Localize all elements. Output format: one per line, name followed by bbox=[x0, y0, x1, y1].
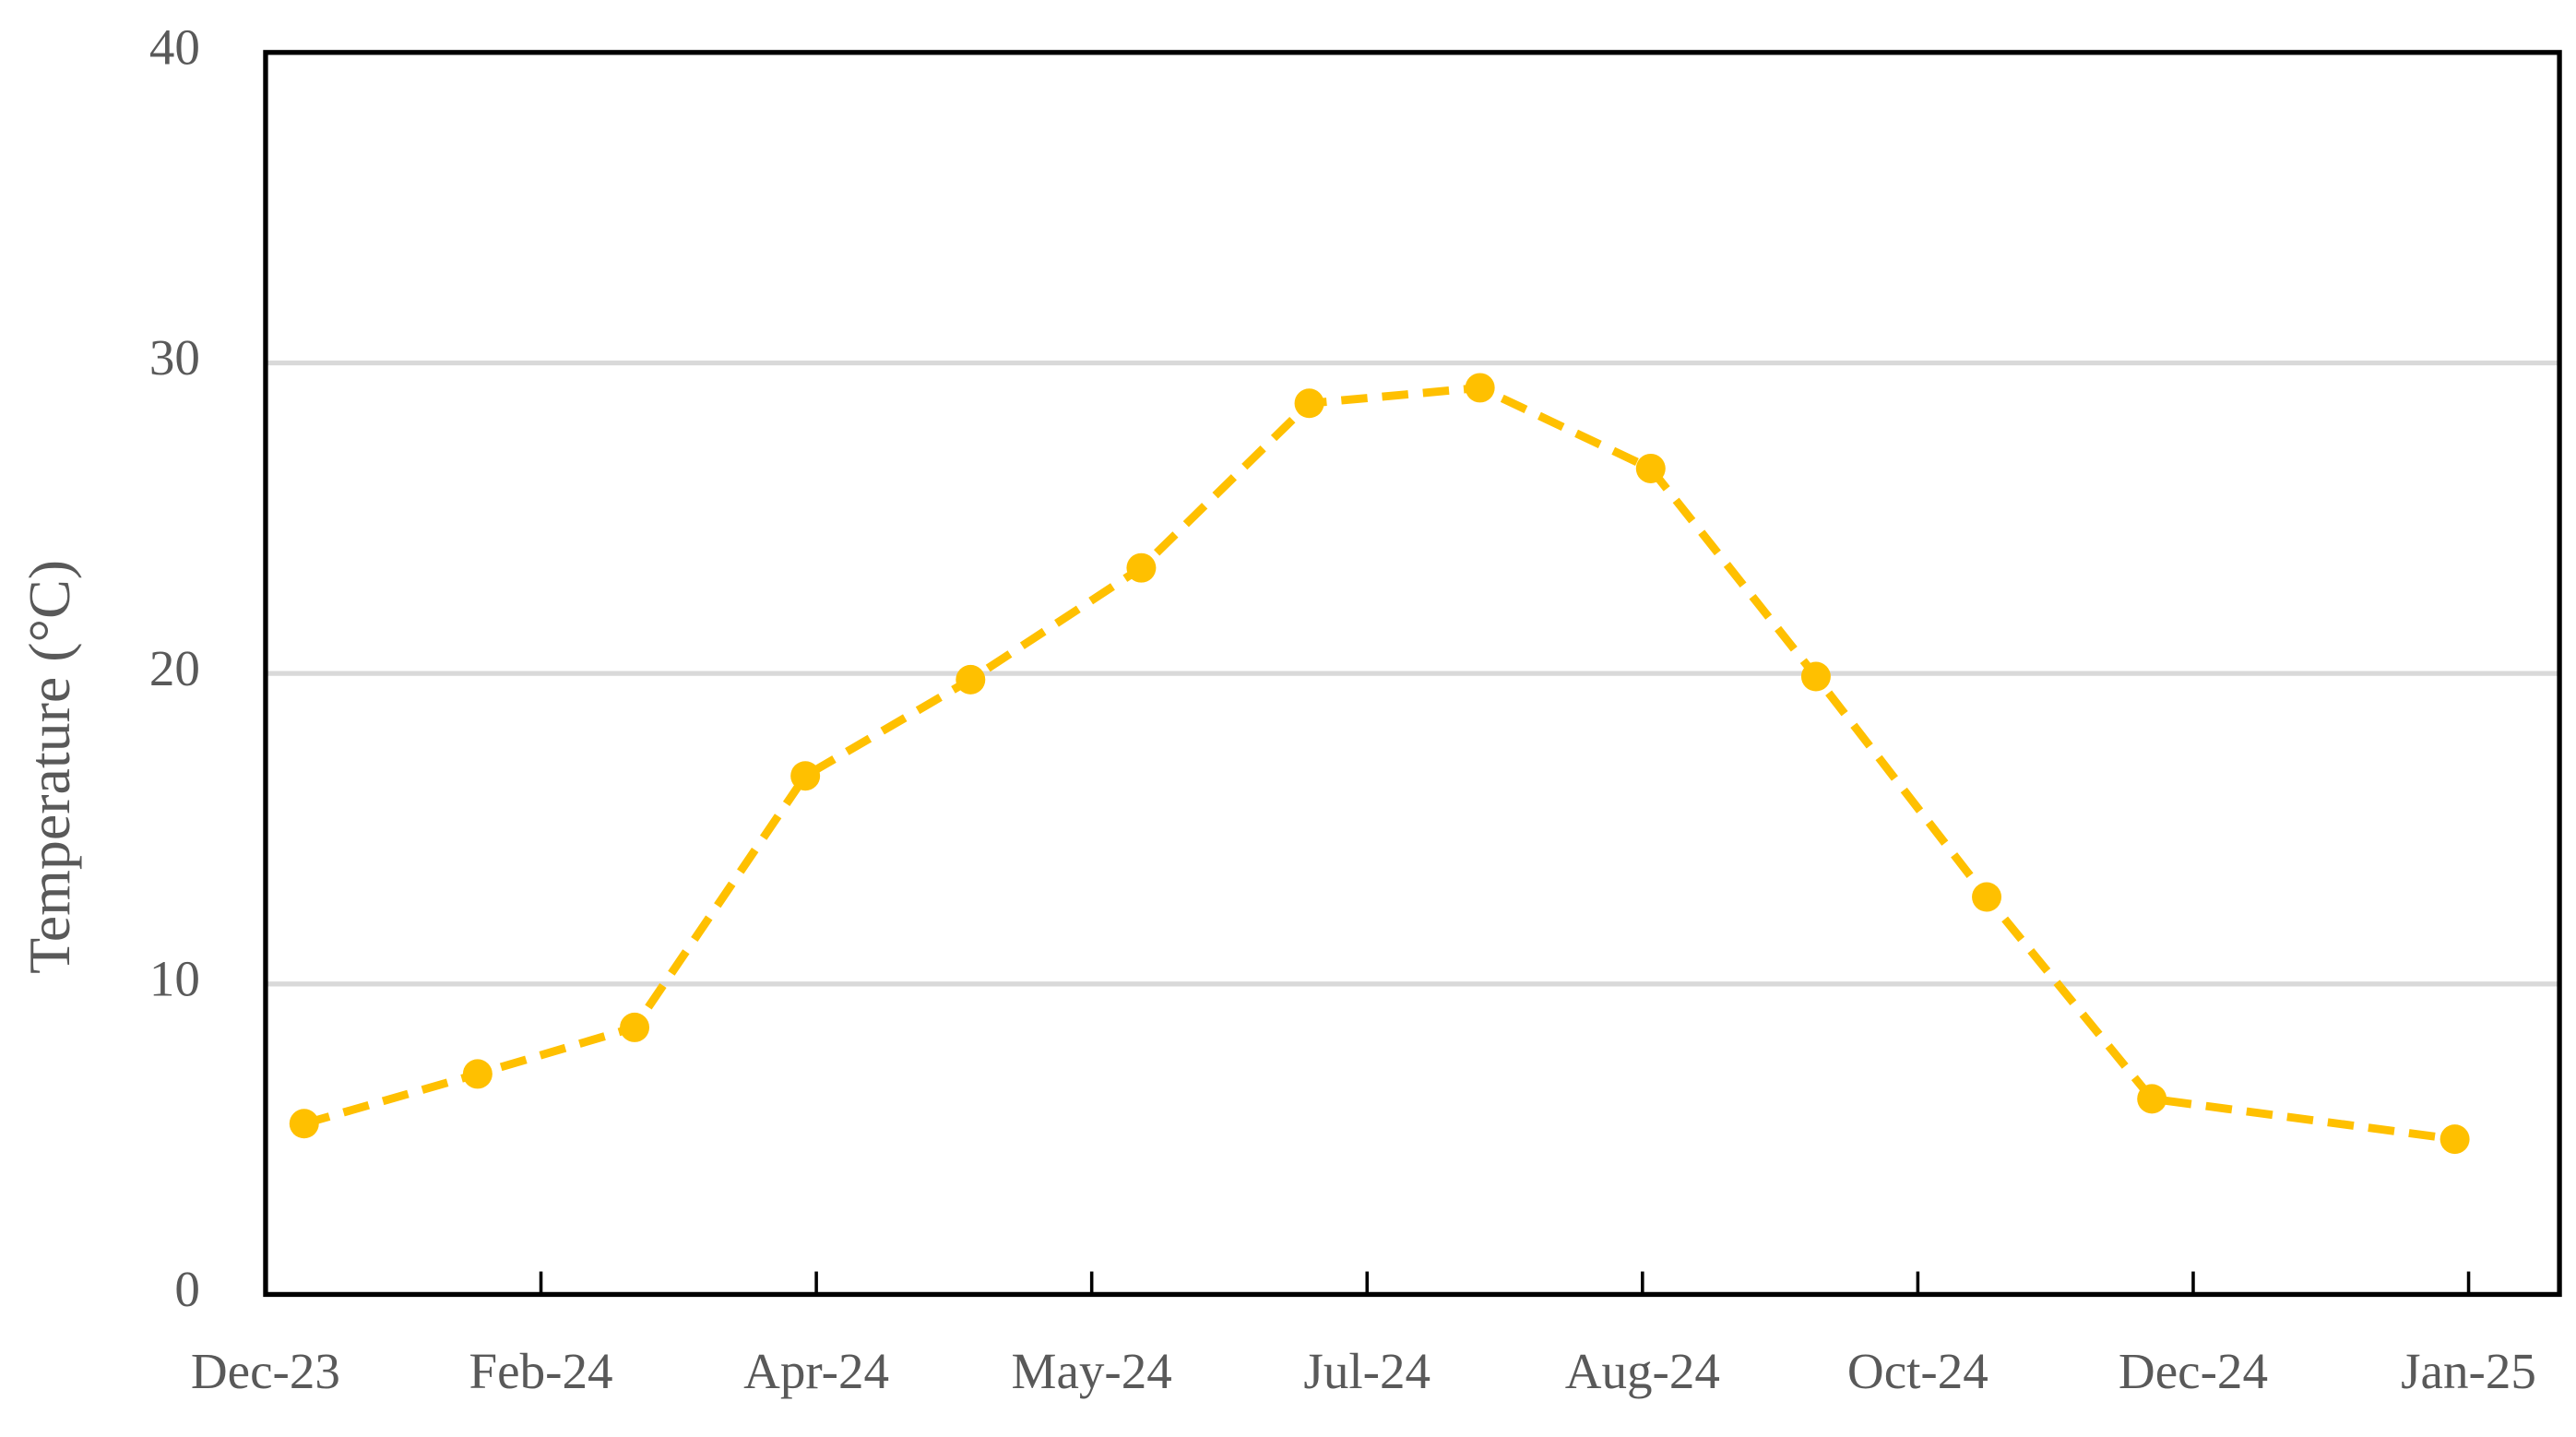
y-tick-label: 20 bbox=[149, 640, 200, 696]
point bbox=[790, 761, 821, 791]
point bbox=[289, 1109, 319, 1139]
point bbox=[956, 664, 986, 695]
x-tick-label: Apr-24 bbox=[743, 1343, 889, 1399]
x-tick-label: Dec-23 bbox=[191, 1343, 340, 1399]
y-axis-title: Temperature (°C) bbox=[17, 560, 82, 974]
x-tick-label: Oct-24 bbox=[1847, 1343, 1988, 1399]
y-tick-label: 30 bbox=[149, 329, 200, 386]
point bbox=[1972, 882, 2002, 912]
point bbox=[1294, 388, 1324, 419]
x-tick-label: Feb-24 bbox=[469, 1343, 613, 1399]
x-tick-label: Aug-24 bbox=[1565, 1343, 1720, 1399]
point bbox=[2439, 1124, 2470, 1155]
y-tick-label: 0 bbox=[174, 1261, 200, 1317]
x-tick-label: Jul-24 bbox=[1303, 1343, 1430, 1399]
x-tick-label: May-24 bbox=[1012, 1343, 1172, 1399]
point bbox=[1465, 373, 1495, 403]
point bbox=[1800, 661, 1831, 692]
point bbox=[462, 1059, 493, 1089]
y-tick-label: 40 bbox=[149, 18, 200, 75]
x-tick-label: Jan-25 bbox=[2401, 1343, 2536, 1399]
point bbox=[620, 1012, 650, 1042]
x-tick-label: Dec-24 bbox=[2119, 1343, 2268, 1399]
point bbox=[1635, 453, 1666, 483]
point bbox=[1126, 552, 1157, 583]
point bbox=[2137, 1084, 2167, 1114]
plot-border bbox=[263, 50, 2562, 1298]
y-tick-label: 10 bbox=[149, 950, 200, 1006]
